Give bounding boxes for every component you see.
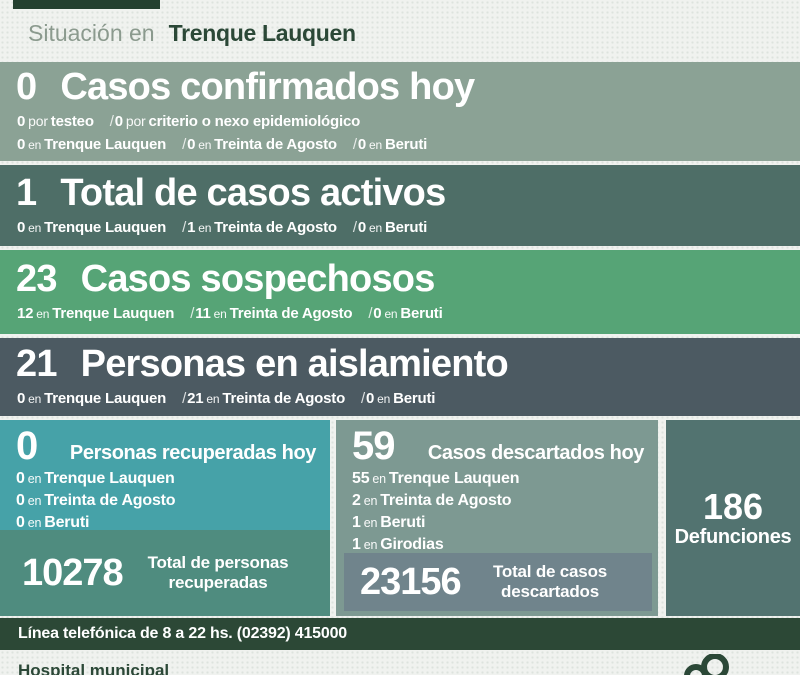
panel-item: 1 en Girodias	[352, 536, 444, 553]
panel-value: 59	[352, 424, 395, 468]
breakdown-item: 0 en Trenque Lauquen	[17, 390, 167, 408]
breakdown-item: /0 en Beruti	[352, 136, 428, 154]
brand-bar	[13, 0, 160, 9]
stat-title: Casos sospechosos	[80, 258, 436, 301]
breakdown-origin: 0 por testeo /0 por criterio o nexo epidemio…	[16, 113, 800, 132]
breakdown-item: /11 en Treinta de Agosto	[190, 305, 353, 323]
panel-item: 1 en Beruti	[352, 514, 426, 531]
total-value: 23156	[360, 561, 462, 603]
panel-head: 0 Personas recuperadas hoy	[16, 424, 316, 468]
hospital-label: Hospital municipal	[18, 661, 170, 675]
page-title: Situación en Trenque Lauquen	[28, 20, 356, 47]
breakdown-item: /0 por criterio o nexo epidemiológico	[109, 112, 361, 130]
stat-head: 0 Casos confirmados hoy	[16, 65, 800, 108]
discarded-total-panel: 23156 Total de casos descartados	[344, 553, 652, 611]
discarded-today-panel: 59 Casos descartados hoy 55 en Trenque Lau…	[336, 420, 658, 553]
breakdown-item: /1 en Treinta de Agosto	[182, 218, 337, 236]
breakdown-item: 12 en Trenque Lauquen	[17, 305, 175, 323]
panel-title: Casos descartados hoy	[427, 442, 645, 464]
breakdown-places: 0 en Trenque Lauquen /1 en Treinta de Agosto…	[16, 219, 800, 238]
total-caption: Total de casos descartados	[492, 562, 608, 601]
panel-head: 59 Casos descartados hoy	[352, 424, 645, 468]
discarded-column: 59 Casos descartados hoy 55 en Trenque Lau…	[336, 420, 658, 616]
recovered-total-panel: 10278 Total de personas recuperadas	[0, 530, 330, 616]
recovered-column: 0 Personas recuperadas hoy 0 en Trenque La…	[0, 420, 330, 616]
stat-row-active: 1 Total de casos activos 0 en Trenque Lauq…	[0, 165, 800, 246]
phone-line-text: Línea telefónica de 8 a 22 hs. (02392) 4…	[18, 625, 347, 642]
footer: Hospital municipal	[0, 650, 800, 675]
stat-value: 23	[16, 258, 57, 301]
stat-title: Personas en aislamiento	[80, 343, 509, 386]
stat-row-confirmed: 0 Casos confirmados hoy 0 por testeo /0 por…	[0, 62, 800, 161]
breakdown-places: 12 en Trenque Lauquen /11 en Treinta de Agos…	[16, 305, 800, 324]
rings-logo-icon	[684, 654, 729, 675]
panel-item: 0 en Trenque Lauquen	[16, 470, 175, 487]
panel-item: 0 en Beruti	[16, 514, 90, 530]
breakdown-places: 0 en Trenque Lauquen /0 en Treinta de Agosto…	[16, 136, 800, 155]
stat-title: Total de casos activos	[60, 171, 446, 214]
breakdown-item: 0 por testeo	[17, 112, 94, 130]
breakdown-item: 0 en Trenque Lauquen	[17, 136, 167, 154]
stat-head: 23 Casos sospechosos	[16, 258, 800, 301]
stat-row-suspected: 23 Casos sospechosos 12 en Trenque Lauquen…	[0, 250, 800, 334]
title-prefix: Situación en	[28, 20, 155, 46]
panel-item: 0 en Treinta de Agosto	[16, 492, 176, 509]
total-value: 10278	[22, 552, 124, 594]
header: Situación en Trenque Lauquen	[0, 0, 800, 62]
breakdown-item: /0 en Beruti	[352, 218, 428, 236]
panel-value: 0	[16, 424, 38, 468]
stat-head: 1 Total de casos activos	[16, 171, 800, 214]
panel-title: Personas recuperadas hoy	[69, 442, 316, 464]
deaths-value: 186	[702, 485, 764, 527]
stat-head: 21 Personas en aislamiento	[16, 343, 800, 386]
title-location: Trenque Lauquen	[168, 20, 356, 46]
stat-row-isolation: 21 Personas en aislamiento 0 en Trenque La…	[0, 338, 800, 416]
stat-value: 1	[16, 171, 37, 214]
breakdown-item: /0 en Treinta de Agosto	[182, 136, 337, 154]
stat-title: Casos confirmados hoy	[60, 65, 475, 108]
total-caption: Total de personas recuperadas	[147, 553, 289, 592]
breakdown-item: /21 en Treinta de Agosto	[182, 390, 346, 408]
breakdown-places: 0 en Trenque Lauquen /21 en Treinta de Agost…	[16, 390, 800, 409]
deaths-label: Defunciones	[674, 526, 792, 549]
stat-value: 0	[16, 65, 37, 108]
panels-section: 0 Personas recuperadas hoy 0 en Trenque La…	[0, 420, 800, 616]
breakdown-item: /0 en Beruti	[368, 305, 443, 323]
stat-value: 21	[16, 343, 57, 386]
panel-item: 2 en Treinta de Agosto	[352, 492, 512, 509]
phone-line-bar: Línea telefónica de 8 a 22 hs. (02392) 4…	[0, 618, 800, 650]
deaths-panel: 186 Defunciones	[666, 420, 800, 616]
breakdown-item: 0 en Trenque Lauquen	[17, 218, 167, 236]
breakdown-item: /0 en Beruti	[361, 390, 436, 408]
panel-item: 55 en Trenque Lauquen	[352, 470, 520, 487]
recovered-today-panel: 0 Personas recuperadas hoy 0 en Trenque La…	[0, 420, 330, 530]
